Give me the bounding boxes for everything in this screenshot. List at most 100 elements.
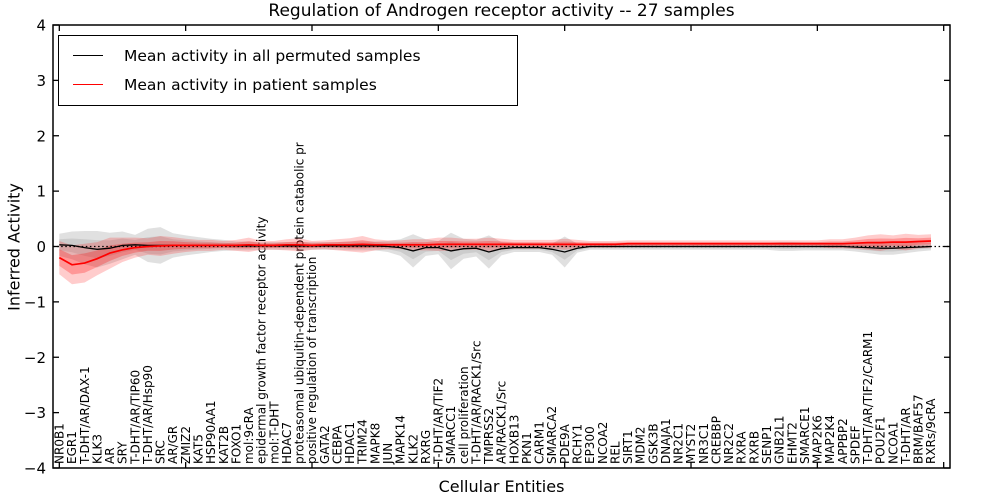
category-label: GNB2L1 [773,416,787,464]
category-label: MAP2K6 [811,415,825,464]
category-label: RXRA [735,431,749,464]
category-label: NCOA1 [886,422,900,464]
error-bands-group [59,227,932,285]
category-label: GSK3B [646,423,660,464]
chart-title: Regulation of Androgen receptor activity… [268,1,735,21]
category-label: KLK3 [90,434,104,464]
category-label: REL [608,441,622,464]
category-label: MAPK14 [394,415,408,464]
category-label: MAP2K4 [823,415,837,464]
category-label: NCOA2 [596,422,610,464]
category-label: AR [103,447,117,464]
category-label: JUN [381,443,395,465]
category-label: T-DHT/AR/TIP60 [128,370,142,465]
y-tick-label: −1 [24,293,46,311]
plot-frame [52,24,951,469]
x-axis-label: Cellular Entities [438,477,565,496]
category-label: NR2C1 [672,423,686,464]
category-label: EP300 [583,426,597,464]
category-label: HDAC1 [343,422,357,464]
category-label: KAT5 [191,434,205,464]
category-label: ZMIZ2 [179,426,193,464]
category-label: NR0B1 [53,423,67,464]
category-label: SPDEF [848,425,862,464]
category-label: RXRs/9cRA [924,398,938,464]
category-label: APPBP2 [836,418,850,464]
category-label: mol:9cRA [242,407,256,464]
category-label: SRC [154,440,168,464]
category-label: T-DHT/AR/TIF2 [432,378,446,465]
category-label: POU2F1 [874,416,888,464]
legend-label-permuted: Mean activity in all permuted samples [124,46,421,65]
category-label: PDE9A [558,423,572,464]
category-label: TRIM24 [356,419,370,465]
y-axis-label: Inferred Activity [4,183,24,311]
category-label: KAT2B [217,426,231,464]
category-label: CREBBP [709,416,723,464]
category-label: MDM2 [634,426,648,464]
category-label: T-DHT/AR/Hsp90 [141,365,155,465]
category-label: MAPK8 [368,423,382,464]
legend: Mean activity in all permuted samples Me… [58,35,518,106]
series-line [58,240,932,266]
category-labels-group: NR0B1EGR1T-DHT/AR/DAX-1KLK3ARSRYT-DHT/AR… [53,142,939,465]
category-label: CARM1 [533,421,547,464]
category-label: T-DHT/AR [899,407,913,465]
category-label: SRY [116,441,130,464]
y-tick-labels-group: −4 −3 −2 −1 0 1 2 3 4 [24,17,46,478]
legend-line-sample-patient [73,84,103,85]
error-band [59,236,932,261]
category-label: epidermal growth factor receptor activit… [255,217,269,464]
category-label: positive regulation of transcription [305,257,319,464]
y-tick-label: −4 [24,460,46,478]
category-label: proteasomal ubiquitin-dependent protein … [293,142,307,464]
y-tick-label: −3 [24,404,46,422]
legend-line-sample-permuted [73,55,103,56]
category-label: FOXO1 [229,424,243,464]
category-label: AR/GR [166,426,180,464]
category-label: HDAC7 [280,422,294,464]
category-label: EHMT2 [785,422,799,464]
series-lines-group [58,240,932,266]
category-label: CEBPA [330,424,344,464]
y-tick-label: 0 [36,238,46,256]
category-label: NR3C1 [697,423,711,464]
category-label: RCHY1 [571,424,585,464]
legend-entry-patient: Mean activity in patient samples [59,70,517,99]
y-tick-label: 1 [36,183,46,201]
category-label: AR/RACK1/Src [495,381,509,464]
y-tick-label: 3 [36,72,46,90]
category-label: SIRT1 [621,430,635,464]
category-label: RXRG [419,430,433,464]
error-band [59,237,932,275]
category-label: mol:T-DHT [267,401,281,464]
category-label: EGR1 [65,431,79,464]
category-label: PKN1 [520,432,534,464]
legend-entry-permuted: Mean activity in all permuted samples [59,41,517,70]
y-tick-label: 4 [36,17,46,35]
category-label: HSP90AA1 [204,400,218,464]
category-label: MYST2 [684,424,698,464]
category-label: GATA2 [318,425,332,464]
category-label: KLK2 [406,434,420,464]
y-tick-label: −2 [24,349,46,367]
category-label: T-DHT/AR/DAX-1 [78,366,92,465]
category-label: BRM/BAF57 [912,394,926,464]
category-label: HOXB13 [507,415,521,464]
category-label: SENP1 [760,425,774,464]
category-label: TMPRSS2 [482,408,496,465]
error-band [59,227,932,270]
y-tick-label: 2 [36,127,46,145]
legend-label-patient: Mean activity in patient samples [124,75,377,94]
category-label: SMARCC1 [444,406,458,464]
category-label: SMARCA2 [545,406,559,464]
category-label: T-DHT/AR/RACK1/Src [469,341,483,465]
category-label: T-DHT/AR/TIF2/CARM1 [861,331,875,465]
category-label: DNAJA1 [659,418,673,464]
category-label: SMARCE1 [798,406,812,464]
category-label: NR2C2 [722,423,736,464]
category-label: cell proliferation [457,366,471,464]
category-label: RXRB [747,431,761,464]
